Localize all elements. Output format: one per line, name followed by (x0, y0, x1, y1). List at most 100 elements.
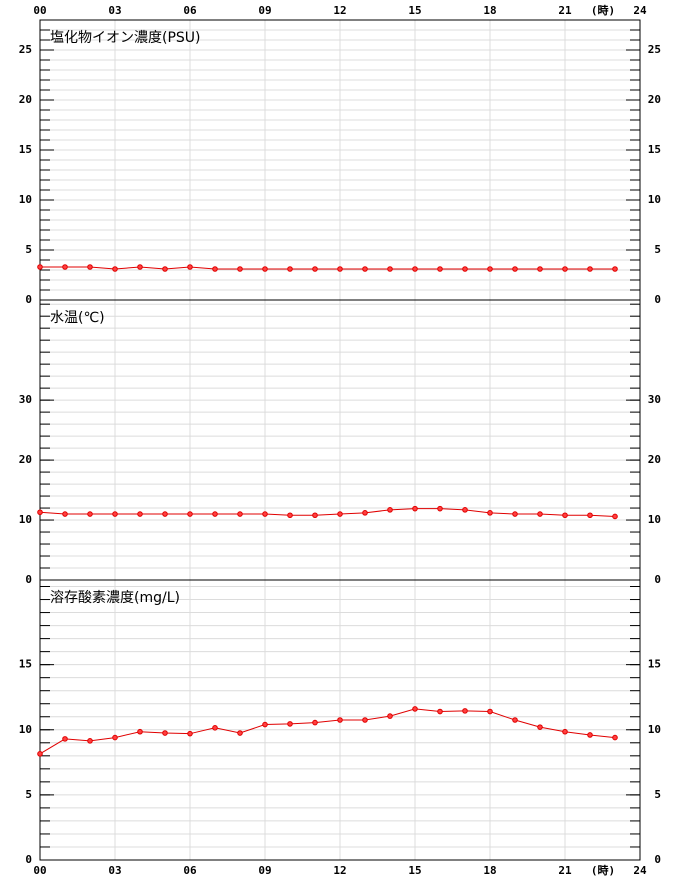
data-point (162, 266, 168, 272)
data-point (137, 728, 143, 735)
panel-title: 塩化物イオン濃度(PSU) (50, 30, 201, 46)
data-point (312, 719, 318, 726)
data-point (487, 510, 493, 516)
x-tick-label: 12 (333, 864, 346, 877)
data-point (187, 730, 193, 737)
data-point (287, 721, 293, 727)
y2-tick-label: 5 (654, 788, 661, 801)
data-point (387, 266, 393, 272)
data-point (612, 513, 618, 520)
data-point (237, 730, 243, 736)
y2-tick-label: 20 (648, 453, 661, 466)
data-point (62, 511, 68, 517)
data-point (162, 511, 168, 517)
panel-title: 溶存酸素濃度(mg/L) (50, 590, 180, 606)
x-tick-label: 18 (483, 864, 496, 877)
data-point (62, 264, 68, 270)
y2-tick-label: 20 (648, 93, 661, 106)
x-tick-label: 24 (633, 4, 647, 17)
data-point (512, 266, 518, 272)
x-tick-label: 06 (183, 4, 197, 17)
data-point (237, 511, 243, 517)
data-point (37, 509, 43, 516)
data-point (137, 511, 143, 517)
y-tick-label: 20 (19, 93, 32, 106)
x-tick-label: 09 (258, 864, 271, 877)
data-point (187, 511, 193, 517)
y-tick-label: 0 (25, 293, 32, 306)
x-tick-label: 21 (558, 4, 572, 17)
data-point (487, 266, 493, 272)
data-point (412, 706, 418, 712)
y2-tick-label: 0 (654, 853, 661, 866)
data-point (337, 511, 343, 517)
data-point (37, 264, 43, 270)
x-tick-label: 21 (558, 864, 572, 877)
y2-tick-label: 0 (654, 293, 661, 306)
data-point (412, 505, 418, 512)
y2-tick-label: 10 (648, 193, 661, 206)
y2-tick-label: 10 (648, 723, 661, 736)
data-point (437, 708, 443, 715)
data-point (537, 266, 543, 272)
data-point (237, 266, 243, 272)
y2-tick-label: 25 (648, 43, 661, 56)
data-point (437, 505, 443, 512)
data-point (87, 511, 93, 517)
data-point (512, 717, 518, 723)
y-tick-label: 20 (19, 453, 32, 466)
data-point (487, 708, 493, 715)
data-point (262, 721, 268, 728)
y-tick-label: 25 (19, 43, 32, 56)
data-point (362, 266, 368, 272)
x-tick-label: 12 (333, 4, 346, 17)
data-point (87, 738, 93, 744)
data-point (587, 732, 593, 738)
data-line (40, 266, 615, 270)
data-point (512, 511, 518, 517)
data-point (437, 266, 443, 272)
data-point (562, 266, 568, 272)
data-point (387, 507, 393, 513)
data-point (587, 266, 593, 272)
y-tick-label: 0 (25, 573, 32, 586)
data-point (112, 734, 118, 741)
y-tick-label: 0 (25, 853, 32, 866)
data-point (462, 266, 468, 272)
y-tick-label: 15 (19, 143, 32, 156)
data-point (262, 511, 268, 517)
y-tick-label: 5 (25, 243, 32, 256)
data-point (362, 717, 368, 723)
y-tick-label: 5 (25, 788, 32, 801)
x-tick-label: 03 (108, 4, 121, 17)
x-tick-label: 00 (33, 4, 46, 17)
data-point (287, 266, 293, 272)
data-point (312, 266, 318, 272)
data-point (37, 751, 43, 757)
data-point (137, 264, 143, 270)
y2-tick-label: 15 (648, 658, 661, 671)
data-point (62, 736, 68, 742)
x-tick-label: 18 (483, 4, 496, 17)
x-axis-label: (時) (591, 3, 615, 17)
x-tick-label: 00 (33, 864, 46, 877)
plot-frame (39, 579, 641, 861)
data-point (112, 266, 118, 272)
x-tick-label: 15 (408, 4, 421, 17)
data-point (362, 510, 368, 516)
data-point (262, 266, 268, 272)
y2-tick-label: 10 (648, 513, 661, 526)
data-point (412, 266, 418, 272)
data-point (337, 717, 343, 723)
y-tick-label: 10 (19, 513, 32, 526)
x-axis-label: (時) (591, 863, 615, 877)
data-point (387, 713, 393, 719)
x-tick-label: 09 (258, 4, 271, 17)
data-point (212, 511, 218, 517)
data-point (187, 264, 193, 270)
y2-tick-label: 30 (648, 393, 661, 406)
x-tick-label: 24 (633, 864, 647, 877)
data-line (39, 508, 616, 517)
data-point (162, 730, 168, 736)
data-point (112, 511, 118, 517)
